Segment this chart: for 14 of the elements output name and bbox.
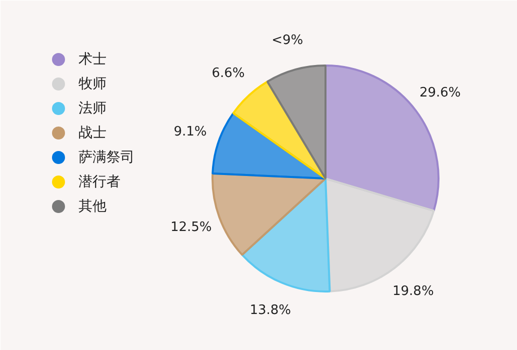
data-label: <9% — [272, 33, 304, 48]
legend-label: 萨满祭司 — [78, 150, 134, 166]
legend-label: 术士 — [78, 52, 106, 68]
legend-label: 其他 — [78, 198, 106, 214]
legend-label: 潜行者 — [78, 174, 120, 190]
data-label: 29.6% — [419, 86, 461, 100]
data-label: 12.5% — [170, 220, 212, 235]
legend-label: 法师 — [78, 100, 106, 116]
data-label: 9.1% — [174, 124, 207, 140]
data-label: 13.8% — [250, 302, 292, 318]
legend-label: 牧师 — [78, 76, 106, 92]
legend-label: 战士 — [78, 125, 106, 141]
data-label: 19.8% — [392, 284, 434, 299]
data-label: 6.6% — [212, 66, 245, 82]
